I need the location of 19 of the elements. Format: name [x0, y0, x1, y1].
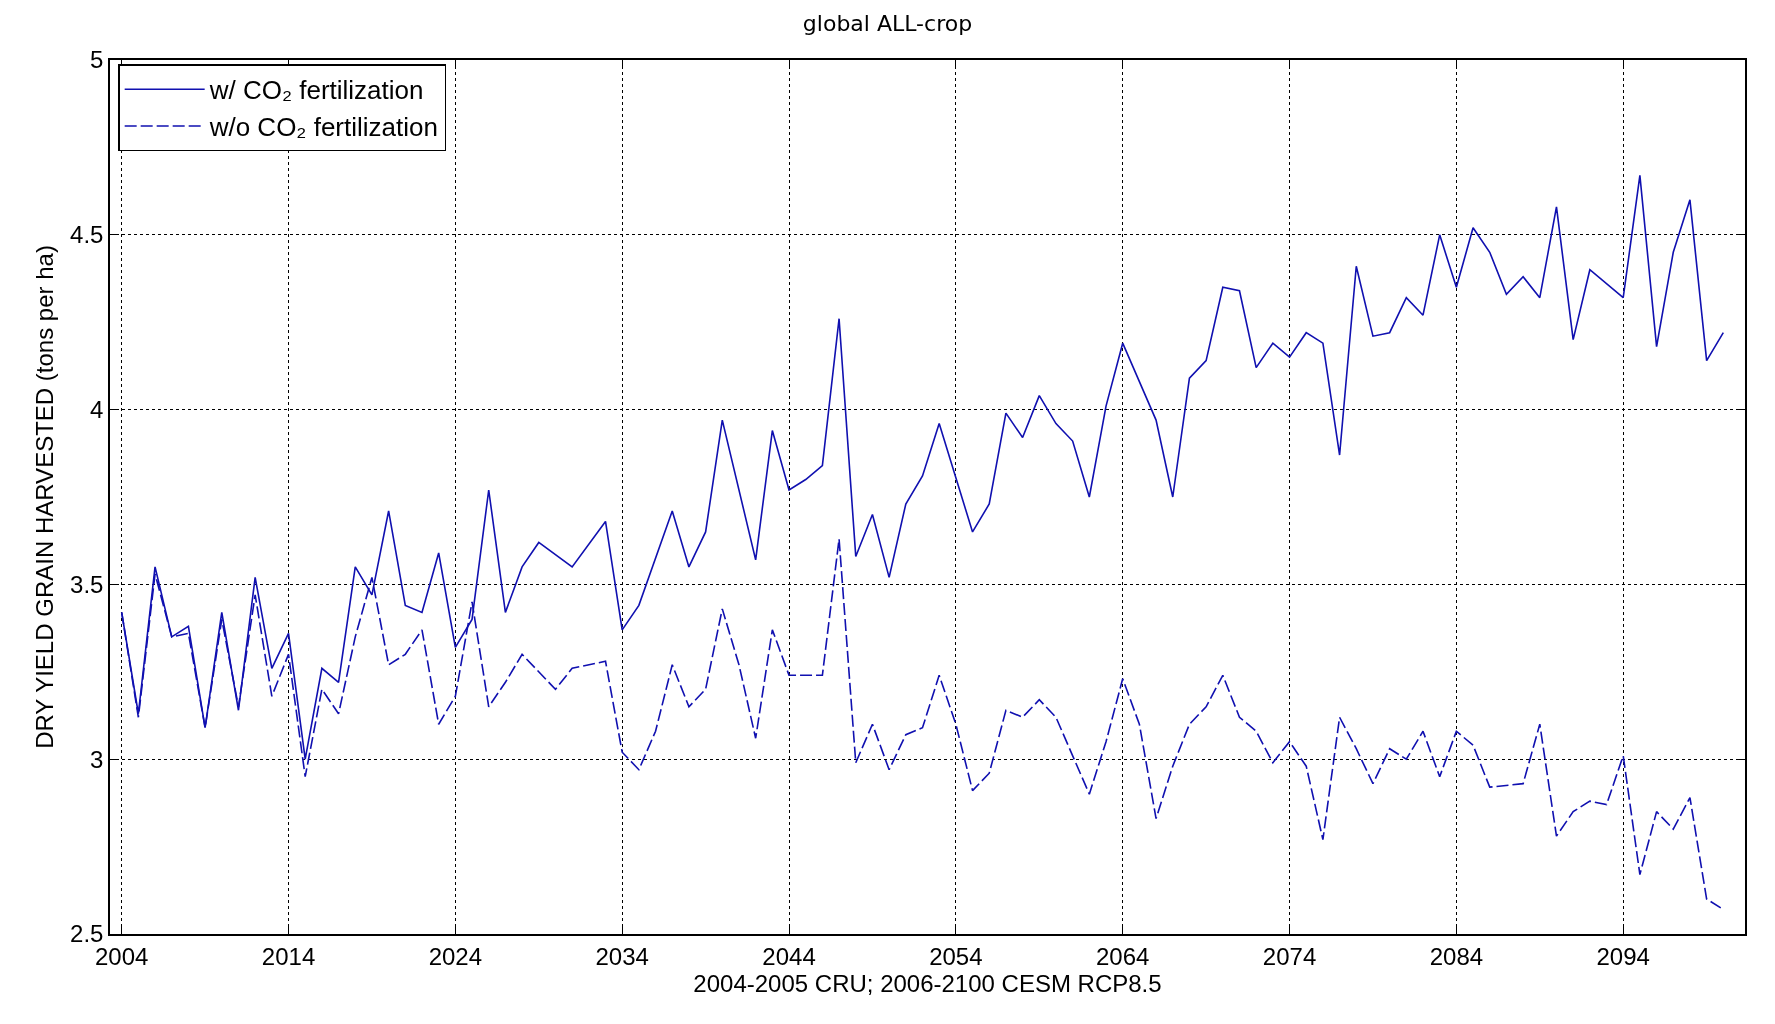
x-tick-label: 2024: [428, 942, 483, 970]
y-tick-label: 4.5: [70, 221, 104, 249]
x-tick-label: 2084: [1429, 942, 1484, 970]
x-axis-title: 2004-2005 CRU; 2006-2100 CESM RCP8.5: [693, 969, 1162, 997]
x-tick-label: 2054: [929, 942, 983, 970]
y-tick-label: 3: [90, 745, 104, 773]
x-tick-label: 2014: [261, 942, 316, 970]
y-tick-label: 3.5: [70, 570, 104, 598]
x-tick-label: 2074: [1262, 942, 1317, 970]
x-tick-label: 2034: [595, 942, 649, 970]
y-tick-label: 5: [90, 46, 104, 74]
legend-label: w/o CO₂ fertilization: [208, 112, 438, 143]
x-tick-label: 2064: [1096, 942, 1150, 970]
y-tick-label: 4: [90, 396, 104, 423]
chart-title: global ALL-crop: [802, 10, 973, 36]
x-tick-label: 2094: [1596, 942, 1650, 970]
legend-label: w/ CO₂ fertilization: [208, 75, 424, 106]
x-tick-label: 2044: [762, 942, 816, 970]
y-axis-title: DRY YIELD GRAIN HARVESTED (tons per ha): [30, 245, 58, 749]
